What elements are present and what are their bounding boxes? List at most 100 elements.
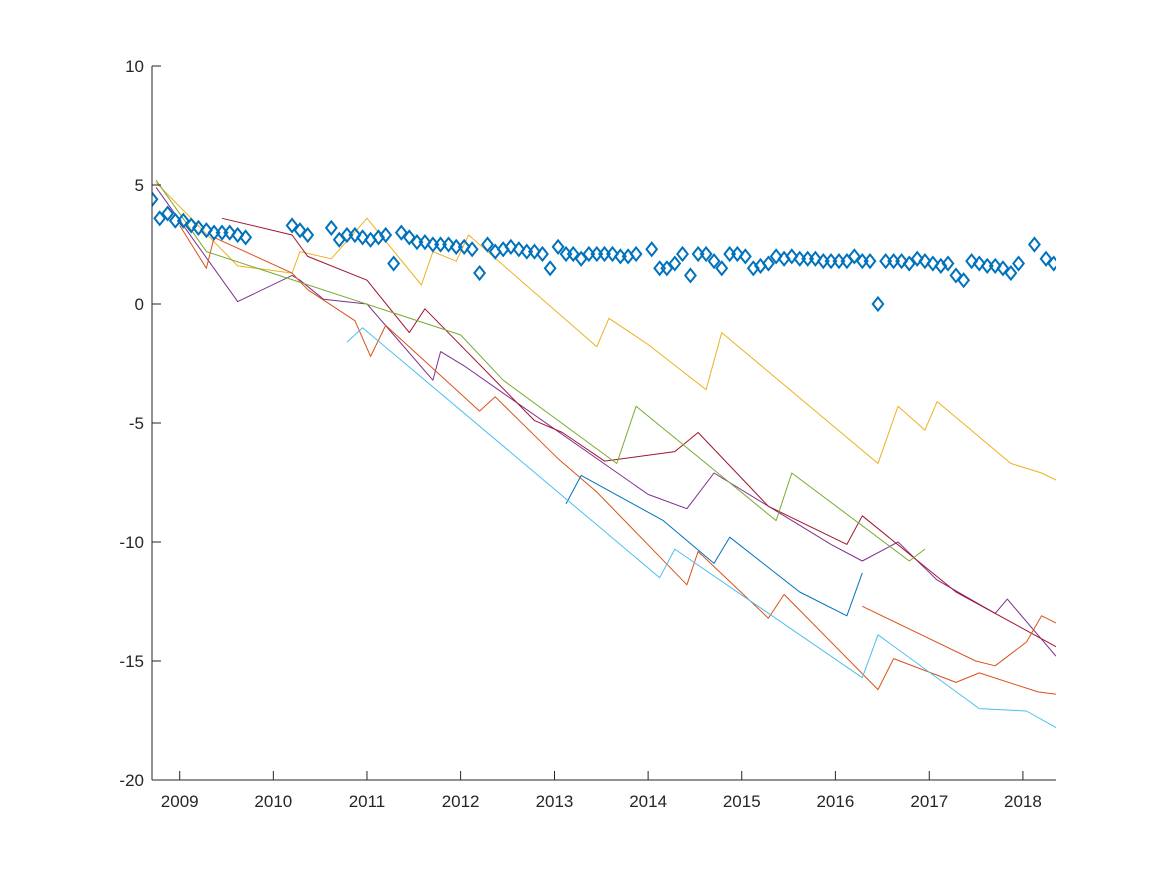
data-point xyxy=(457,238,471,255)
data-point xyxy=(965,253,979,270)
series-line-8 xyxy=(155,179,926,562)
data-point xyxy=(683,267,697,284)
data-point xyxy=(1039,250,1053,267)
data-point xyxy=(379,226,393,244)
y-tick-label: -5 xyxy=(129,414,144,433)
data-point xyxy=(153,210,167,227)
data-point xyxy=(605,245,619,263)
x-tick-label: 2017 xyxy=(910,792,948,811)
y-tick-label: 5 xyxy=(135,176,144,195)
data-point xyxy=(1004,264,1018,282)
data-point xyxy=(808,250,822,267)
data-point xyxy=(543,260,557,277)
data-point xyxy=(668,255,682,272)
y-tick-label: -20 xyxy=(119,771,144,790)
data-point xyxy=(223,224,237,241)
data-point xyxy=(730,245,744,263)
data-point xyxy=(239,229,253,246)
data-point xyxy=(152,191,159,208)
series-line-6 xyxy=(565,474,863,617)
data-point xyxy=(699,245,713,263)
x-tick-label: 2012 xyxy=(442,792,480,811)
data-point xyxy=(566,245,580,263)
x-tick-label: 2010 xyxy=(254,792,292,811)
data-point xyxy=(746,260,760,277)
y-tick-label: 0 xyxy=(135,295,144,314)
data-point xyxy=(551,238,565,255)
data-point xyxy=(941,255,955,272)
x-tick-label: 2016 xyxy=(816,792,854,811)
data-point xyxy=(902,255,916,272)
data-point xyxy=(629,245,643,263)
series-line-3 xyxy=(221,217,1056,648)
data-point xyxy=(926,255,940,272)
data-point xyxy=(528,243,541,260)
data-point xyxy=(418,234,432,251)
data-point xyxy=(293,222,307,239)
data-point xyxy=(871,295,885,313)
data-point xyxy=(847,248,861,265)
data-point xyxy=(372,229,385,246)
series-line-5 xyxy=(862,605,1056,667)
data-point xyxy=(949,267,963,284)
data-point xyxy=(972,255,986,272)
data-point xyxy=(465,241,479,258)
data-point xyxy=(348,226,362,244)
data-point xyxy=(707,253,721,270)
data-point xyxy=(918,253,932,270)
data-point xyxy=(176,212,190,229)
data-point xyxy=(199,222,213,239)
data-point xyxy=(660,260,674,277)
data-point xyxy=(231,226,245,244)
data-point xyxy=(473,264,487,282)
data-point xyxy=(645,241,659,258)
data-point xyxy=(402,229,416,246)
data-point xyxy=(387,255,401,272)
data-point xyxy=(676,245,689,263)
y-tick-label: -10 xyxy=(119,533,144,552)
data-point xyxy=(934,257,948,275)
x-tick-label: 2013 xyxy=(536,792,574,811)
series-line-7 xyxy=(346,327,1056,729)
data-point xyxy=(394,224,408,241)
y-tick-label: 10 xyxy=(125,57,144,76)
data-point xyxy=(1047,255,1056,272)
data-point xyxy=(957,272,971,289)
data-point xyxy=(535,245,549,263)
data-point xyxy=(761,255,775,272)
data-point xyxy=(301,226,315,244)
data-point xyxy=(356,229,370,246)
data-point xyxy=(996,260,1010,277)
y-tick-label: -15 xyxy=(119,652,144,671)
data-point xyxy=(161,205,175,222)
data-point xyxy=(769,248,783,265)
x-tick-label: 2018 xyxy=(1004,792,1042,811)
data-point xyxy=(1012,255,1026,272)
data-point xyxy=(738,248,752,265)
axes: 10 5 0 -5 -10 -15 -20 2009 2010 2011 2012 2013 2014 2… xyxy=(119,57,1056,811)
data-point xyxy=(785,248,799,265)
series-line-4 xyxy=(179,225,1056,695)
x-tick-label: 2014 xyxy=(629,792,667,811)
plot-area xyxy=(152,179,1056,729)
data-point xyxy=(910,250,924,267)
data-point xyxy=(285,217,299,234)
data-point xyxy=(184,217,198,234)
data-point xyxy=(863,253,877,270)
data-point xyxy=(504,238,518,255)
data-point xyxy=(512,241,526,258)
data-point xyxy=(1027,236,1041,253)
x-tick-label: 2015 xyxy=(723,792,761,811)
data-point xyxy=(988,257,1002,275)
data-point xyxy=(715,260,729,277)
data-point xyxy=(895,253,909,270)
series-line-1 xyxy=(155,182,1056,481)
data-point xyxy=(324,219,338,236)
x-tick-label: 2009 xyxy=(161,792,199,811)
data-point xyxy=(481,236,495,253)
data-point xyxy=(191,219,205,236)
data-point xyxy=(442,236,456,253)
x-tick-label: 2011 xyxy=(349,792,386,811)
